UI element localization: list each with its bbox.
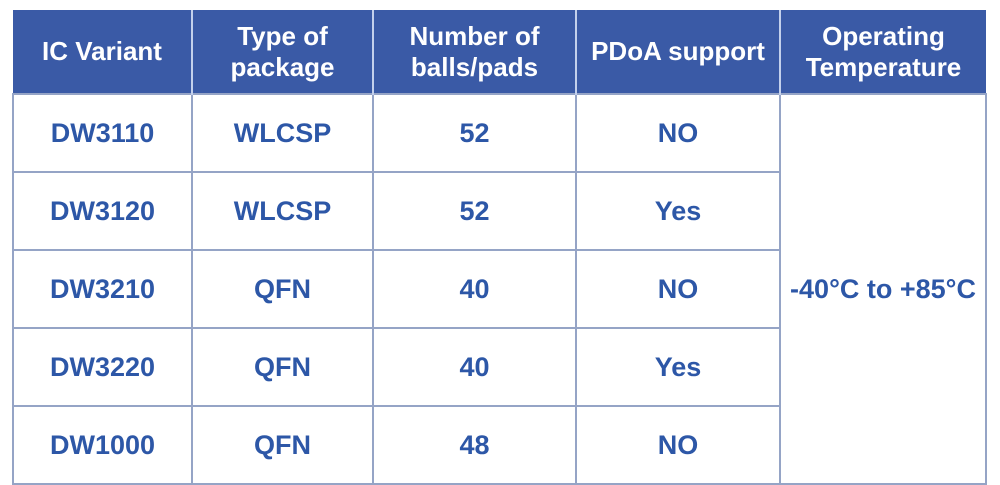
- cell-balls: 52: [372, 171, 577, 251]
- cell-pdoa: NO: [575, 249, 781, 329]
- table-row: DW3120 WLCSP 52 Yes: [12, 171, 986, 251]
- table-row: DW3210 QFN 40 NO: [12, 249, 986, 329]
- cell-package: QFN: [191, 405, 374, 485]
- cell-package: QFN: [191, 327, 374, 407]
- cell-balls: 52: [372, 93, 577, 173]
- cell-pdoa: NO: [575, 405, 781, 485]
- cell-balls: 40: [372, 249, 577, 329]
- cell-balls: 40: [372, 327, 577, 407]
- header-pdoa-support: PDoA support: [575, 10, 781, 94]
- table-row: DW3110 WLCSP 52 NO -40°C to +85°C: [12, 93, 987, 485]
- cell-package: QFN: [191, 249, 374, 329]
- cell-balls: 48: [372, 405, 577, 485]
- cell-variant: DW3220: [12, 327, 193, 407]
- header-operating-temperature: Operating Temperature: [779, 10, 986, 94]
- cell-variant: DW3120: [12, 171, 193, 251]
- header-number-of-balls-pads: Number of balls/pads: [372, 10, 577, 94]
- cell-package: WLCSP: [191, 93, 374, 173]
- cell-pdoa: Yes: [575, 327, 781, 407]
- cell-pdoa: NO: [575, 93, 781, 173]
- header-ic-variant: IC Variant: [13, 10, 193, 94]
- cell-package: WLCSP: [191, 171, 374, 251]
- table-row: DW3220 QFN 40 Yes: [12, 327, 986, 407]
- cell-variant: DW3110: [12, 93, 193, 173]
- cell-operating-temperature: -40°C to +85°C: [779, 93, 987, 485]
- cell-pdoa: Yes: [575, 171, 781, 251]
- cell-variant: DW3210: [12, 249, 193, 329]
- ic-variant-spec-table: IC Variant Type of package Number of bal…: [12, 10, 987, 485]
- table-row: DW1000 QFN 48 NO: [12, 405, 986, 485]
- header-type-of-package: Type of package: [191, 10, 374, 94]
- table-header-row: IC Variant Type of package Number of bal…: [13, 10, 986, 94]
- cell-variant: DW1000: [12, 405, 193, 485]
